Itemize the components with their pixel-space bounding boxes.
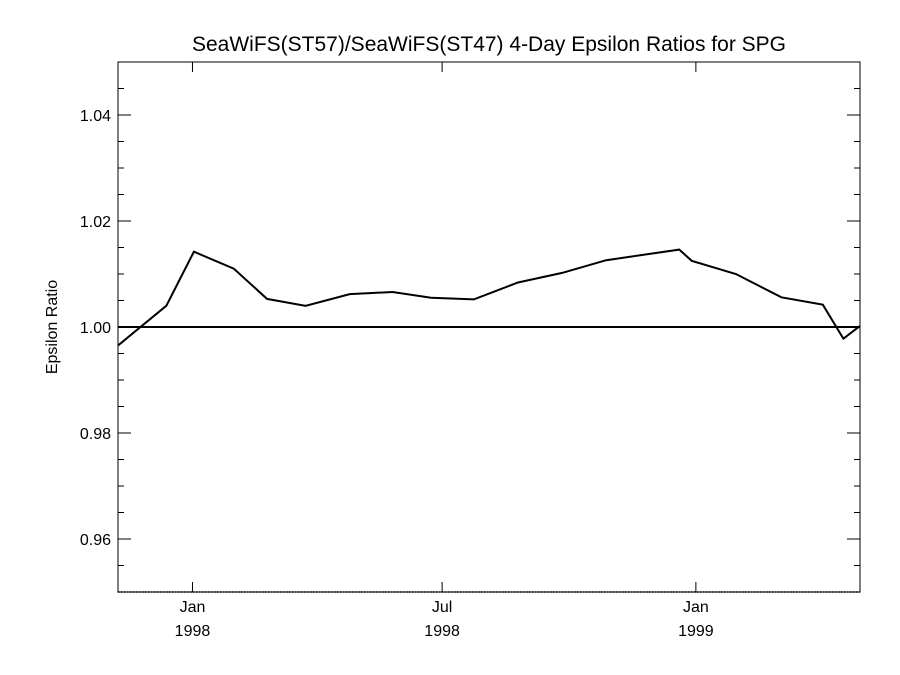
y-tick-label: 1.02 (80, 214, 111, 231)
x-tick-label-month: Jan (683, 599, 709, 616)
y-tick-label: 1.00 (80, 320, 111, 337)
x-tick-label-year: 1998 (424, 623, 460, 640)
x-tick-label-year: 1999 (678, 623, 714, 640)
x-tick-label-year: 1998 (175, 623, 211, 640)
chart-title: SeaWiFS(ST57)/SeaWiFS(ST47) 4-Day Epsilo… (192, 33, 786, 56)
series-points (117, 249, 861, 346)
series-line-epsilon-ratio (117, 248, 861, 347)
y-axis-label: Epsilon Ratio (44, 280, 61, 374)
x-tick-label-month: Jan (180, 599, 206, 616)
x-axis-ticks: Jan 1998 Jul 1998 Jan 1999 (175, 62, 714, 640)
y-tick-label: 1.04 (80, 108, 111, 125)
x-tick-label-month: Jul (432, 599, 452, 616)
y-tick-label: 0.98 (80, 426, 111, 443)
y-tick-label: 0.96 (80, 532, 111, 549)
y-axis-ticks: 0.96 0.98 1.00 1.02 1.04 (80, 108, 860, 549)
